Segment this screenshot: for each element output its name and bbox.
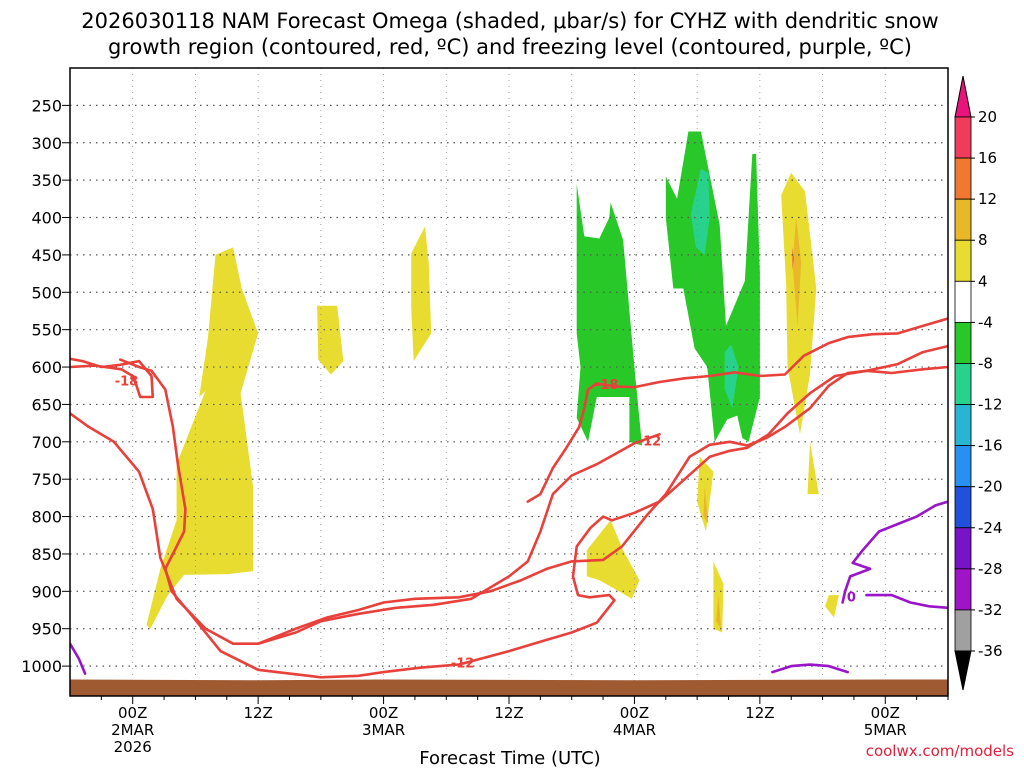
y-tick-label-450: 450 <box>31 246 62 265</box>
x-axis-label: Forecast Time (UTC) <box>419 748 600 768</box>
x-tick-label-4-0: 00Z <box>620 704 649 722</box>
contour-line-3 <box>118 344 948 679</box>
y-tick-label-900: 900 <box>31 582 62 601</box>
y-tick-label-500: 500 <box>31 283 62 302</box>
omega-region-2 <box>317 305 344 375</box>
colorbar-band-2 <box>954 157 972 200</box>
colorbar: 20 16 12 8 4 -4 -8 -12 -16 -20 -24 -28 -32 -36 <box>954 75 1003 691</box>
y-tick-label-1000: 1000 <box>21 657 62 676</box>
y-tick-label-350: 350 <box>31 171 62 190</box>
contour-line-5 <box>256 432 661 646</box>
colorbar-band-3 <box>954 198 972 241</box>
x-tick-label-5-0: 12Z <box>745 704 774 722</box>
colorbar-top-arrow <box>954 75 972 118</box>
x-tick-label-4-1: 4MAR <box>613 721 656 739</box>
x-tick-label-6-0: 00Z <box>871 704 900 722</box>
y-tick-label-850: 850 <box>31 545 62 564</box>
colorbar-label-2: 12 <box>978 190 997 208</box>
colorbar-label-10: -24 <box>978 519 1003 537</box>
x-tick-label-1-0: 12Z <box>243 704 272 722</box>
omega-region-3 <box>411 226 432 362</box>
contour-label-2: -12 <box>451 656 475 671</box>
omega-region-9 <box>825 595 839 618</box>
contour-label-4: -18 <box>595 378 619 393</box>
contour-label-1: -18 <box>115 375 139 390</box>
omega-region-4 <box>586 520 640 599</box>
credit-text: coolwx.com/models <box>866 742 1014 760</box>
y-tick-label-400: 400 <box>31 209 62 228</box>
omega-region-11 <box>703 486 709 524</box>
colorbar-label-12: -32 <box>978 601 1003 619</box>
contour-line-6 <box>841 500 948 604</box>
colorbar-band-10 <box>954 486 972 529</box>
contour-label-5: -12 <box>638 434 662 449</box>
title-line-2: growth region (contoured, red, ºC) and f… <box>108 35 912 59</box>
colorbar-label-4: 4 <box>978 272 988 290</box>
colorbar-label-11: -28 <box>978 560 1003 578</box>
colorbar-label-13: -36 <box>978 642 1003 660</box>
y-tick-label-550: 550 <box>31 321 62 340</box>
contour-line-8 <box>70 642 87 675</box>
y-tick-label-250: 250 <box>31 96 62 115</box>
omega-region-16 <box>724 344 739 409</box>
x-tick-label-3-0: 12Z <box>494 704 523 722</box>
contour-label-6: 0 <box>847 591 856 606</box>
y-tick-label-650: 650 <box>31 395 62 414</box>
y-tick-label-750: 750 <box>31 470 62 489</box>
y-tick-label-300: 300 <box>31 134 62 153</box>
y-tick-label-700: 700 <box>31 433 62 452</box>
colorbar-band-9 <box>954 445 972 488</box>
colorbar-band-7 <box>954 363 972 405</box>
colorbar-band-4 <box>954 239 972 282</box>
colorbar-bottom-arrow <box>954 650 972 691</box>
chart-title: 2026030118 NAM Forecast Omega (shaded, μ… <box>81 9 938 59</box>
colorbar-label-7: -12 <box>978 396 1003 414</box>
x-tick-label-2-1: 3MAR <box>362 721 405 739</box>
contour-line-7 <box>865 593 948 610</box>
x-tick-label-6-1: 5MAR <box>864 721 907 739</box>
temperature-contours <box>70 317 948 679</box>
colorbar-label-8: -16 <box>978 437 1003 455</box>
colorbar-label-6: -8 <box>978 354 993 372</box>
y-tick-label-950: 950 <box>31 620 62 639</box>
title-line-1: 2026030118 NAM Forecast Omega (shaded, μ… <box>81 9 938 33</box>
omega-region-14 <box>665 131 760 442</box>
x-tick-label-0-1: 2MAR <box>111 721 154 739</box>
omega-region-10 <box>792 217 802 326</box>
colorbar-label-3: 8 <box>978 231 988 249</box>
colorbar-label-0: 20 <box>978 108 997 126</box>
omega-region-8 <box>807 441 819 495</box>
omega-shading <box>146 131 839 633</box>
x-tick-label-0-0: 00Z <box>118 704 147 722</box>
omega-region-12 <box>716 595 721 629</box>
x-tick-label-2-0: 00Z <box>369 704 398 722</box>
colorbar-band-8 <box>954 404 972 447</box>
y-tick-label-600: 600 <box>31 358 62 377</box>
y-tick-label-800: 800 <box>31 508 62 527</box>
colorbar-band-1 <box>954 116 972 159</box>
colorbar-band-5 <box>954 280 972 323</box>
omega-region-1 <box>146 247 259 629</box>
colorbar-band-11 <box>954 527 972 570</box>
terrain-band <box>70 679 948 696</box>
omega-region-15 <box>690 168 710 255</box>
y-axis-ticks: 250 300 350 400 450 500 550 600 650 700 750 800 850 9… <box>21 96 70 676</box>
colorbar-band-13 <box>954 609 972 652</box>
colorbar-label-9: -20 <box>978 478 1003 496</box>
colorbar-band-12 <box>954 568 972 611</box>
contour-line-9 <box>771 663 850 674</box>
colorbar-label-5: -4 <box>978 313 993 331</box>
x-tick-label-0-2: 2026 <box>114 738 152 756</box>
contour-labels: -18 -12 -18 -12 0 <box>115 375 856 672</box>
omega-region-17 <box>792 247 794 270</box>
contour-line-4 <box>526 317 948 503</box>
omega-region-13 <box>576 183 642 446</box>
contour-line-1 <box>70 357 155 399</box>
terrain-fill <box>70 679 948 696</box>
colorbar-band-6 <box>954 321 972 364</box>
colorbar-label-1: 16 <box>978 149 997 167</box>
